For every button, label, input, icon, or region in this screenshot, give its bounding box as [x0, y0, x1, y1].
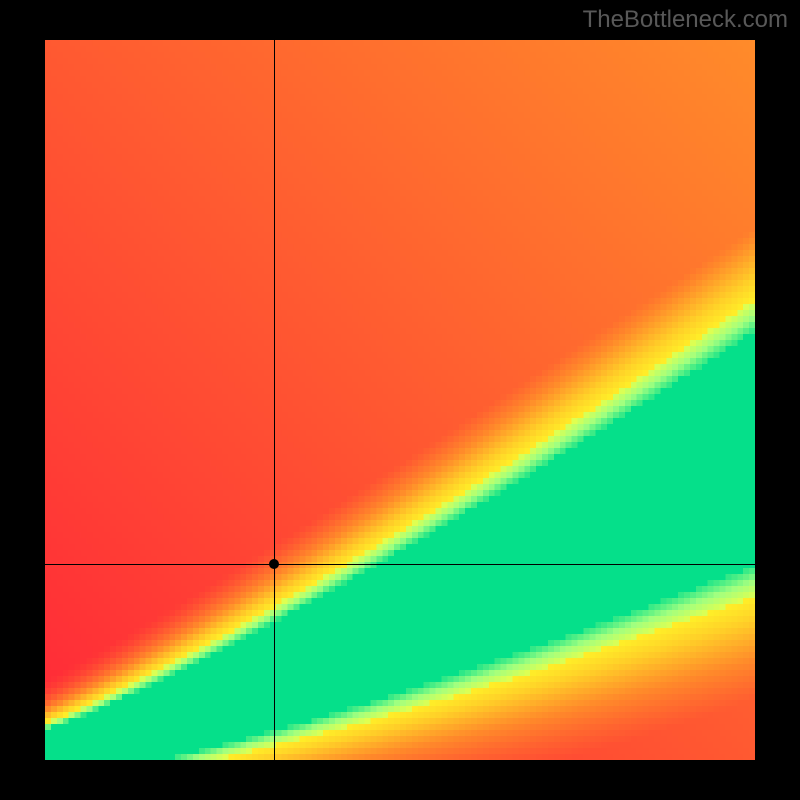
- crosshair-horizontal: [45, 564, 755, 565]
- crosshair-vertical: [274, 40, 275, 760]
- plot-area: [45, 40, 755, 760]
- marker-dot: [269, 559, 279, 569]
- heatmap-canvas: [45, 40, 755, 760]
- watermark-text: TheBottleneck.com: [583, 6, 788, 34]
